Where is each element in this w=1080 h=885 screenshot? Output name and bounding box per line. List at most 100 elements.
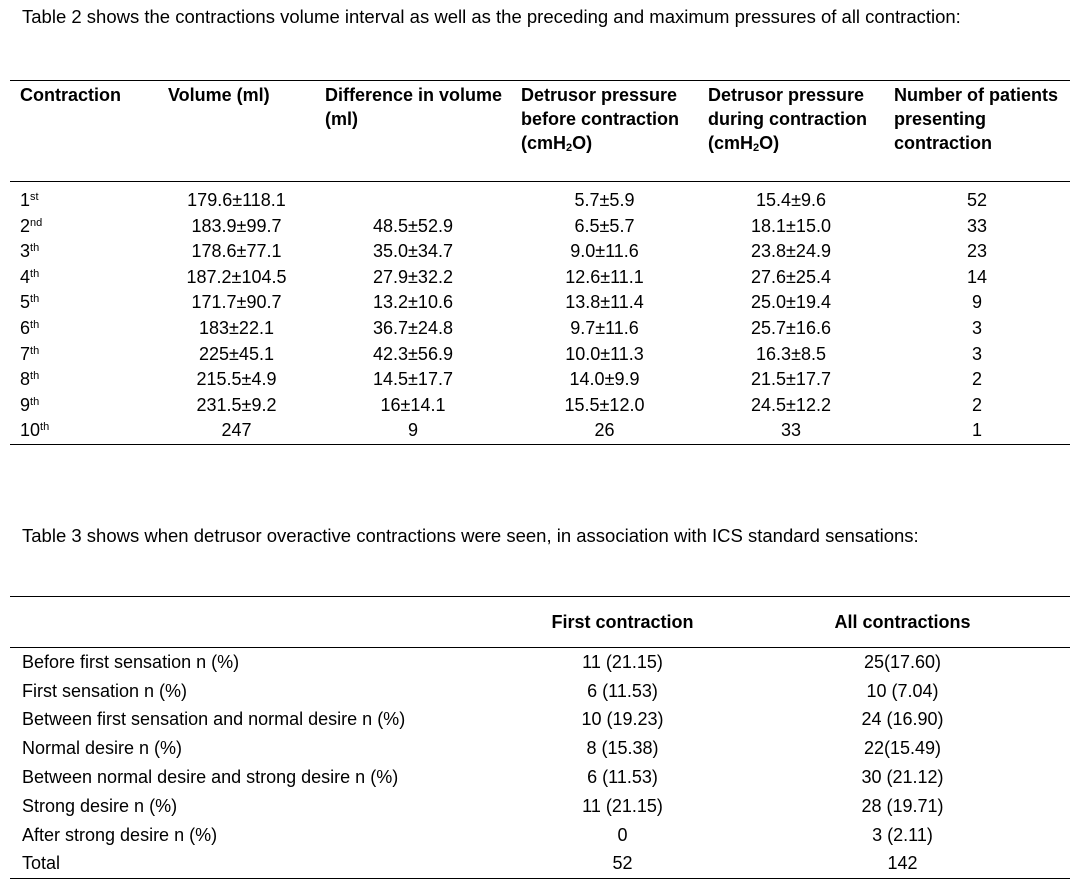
- first-contraction-cell: 11 (21.15): [582, 795, 663, 816]
- contraction-ordinal: 10th: [10, 418, 158, 444]
- patients-cell: 52: [966, 190, 988, 210]
- patients-cell: 33: [966, 215, 988, 236]
- sensation-label: Normal desire n (%): [22, 738, 183, 759]
- contraction-ordinal: 2nd: [10, 214, 158, 240]
- table2-intro: Table 2 shows the contractions volume in…: [22, 6, 961, 27]
- ordinal-suffix: th: [30, 267, 40, 280]
- ordinal-number: 5: [20, 292, 31, 313]
- ordinal-number: 9: [20, 394, 31, 415]
- table3-row: After strong desire n (%) 0 3 (2.11): [10, 821, 1070, 850]
- difference-cell: 9: [407, 420, 418, 441]
- subscript-two: 2: [566, 142, 573, 154]
- pressure-during-cell: 33: [780, 420, 802, 441]
- ordinal-suffix: th: [30, 370, 40, 383]
- table3-row: Normal desire n (%) 8 (15.38) 22(15.49): [10, 734, 1070, 763]
- table3-header-row: First contraction All contractions: [10, 597, 1070, 648]
- ordinal-suffix: th: [30, 344, 40, 357]
- ordinal-number: 6: [20, 317, 31, 338]
- table3-row: First sensation n (%) 6 (11.53) 10 (7.04): [10, 677, 1070, 706]
- pressure-during-cell: 24.5±12.2: [751, 394, 831, 415]
- volume-cell: 215.5±4.9: [196, 369, 277, 390]
- difference-cell: 27.9±32.2: [373, 266, 453, 287]
- contraction-ordinal: 9th: [10, 393, 158, 419]
- difference-cell: 14.5±17.7: [373, 369, 453, 390]
- difference-cell: 16±14.1: [380, 394, 446, 415]
- header-pressure-before: Detrusor pressure before contraction (cm…: [521, 85, 680, 154]
- pressure-during-cell: 23.8±24.9: [751, 241, 831, 262]
- pressure-before-cell: 9.7±11.6: [570, 317, 639, 338]
- pressure-before-cell: 5.7±5.9: [574, 190, 635, 210]
- contraction-ordinal: 1st: [10, 182, 158, 214]
- sensation-label: Between first sensation and normal desir…: [22, 709, 406, 730]
- first-contraction-cell: 0: [617, 824, 628, 845]
- first-contraction-cell: 52: [612, 853, 633, 874]
- ordinal-number: 7: [20, 343, 31, 364]
- difference-cell: 13.2±10.6: [373, 292, 453, 313]
- ordinal-number: 2: [20, 215, 31, 236]
- table2-header-row: Contraction Volume (ml) Difference in vo…: [10, 81, 1070, 182]
- volume-cell: 225±45.1: [199, 343, 274, 364]
- all-contractions-cell: 142: [887, 853, 918, 874]
- ordinal-number: 4: [20, 266, 31, 287]
- difference-cell: 36.7±24.8: [373, 317, 453, 338]
- patients-cell: 2: [971, 394, 982, 415]
- pressure-during-cell: 27.6±25.4: [751, 266, 831, 287]
- pressure-during-cell: 18.1±15.0: [751, 215, 831, 236]
- header-volume: Volume (ml): [168, 85, 270, 105]
- volume-cell: 171.7±90.7: [191, 292, 282, 313]
- header-pressure-during: Detrusor pressure during contraction (cm…: [708, 85, 867, 154]
- volume-cell: 187.2±104.5: [186, 266, 287, 287]
- volume-cell: 178.6±77.1: [191, 241, 282, 262]
- header-patients: Number of patients presenting contractio…: [894, 85, 1059, 153]
- volume-cell: 183±22.1: [199, 317, 274, 338]
- pressure-before-cell: 14.0±9.9: [569, 369, 640, 390]
- pressure-before-cell: 10.0±11.3: [565, 343, 644, 364]
- volume-cell: 179.6±118.1: [187, 190, 286, 210]
- difference-cell: 35.0±34.7: [373, 241, 453, 262]
- pressure-before-cell: 9.0±11.6: [570, 241, 639, 262]
- table3-row: Strong desire n (%) 11 (21.15) 28 (19.71): [10, 792, 1070, 821]
- difference-cell: [315, 182, 511, 214]
- pressure-during-cell: 15.4±9.6: [756, 190, 826, 210]
- ordinal-number: 3: [20, 241, 31, 262]
- contraction-ordinal: 7th: [10, 342, 158, 368]
- sensations-table: First contraction All contractions Befor…: [10, 596, 1070, 880]
- sensation-label: First sensation n (%): [22, 680, 188, 701]
- contraction-ordinal: 8th: [10, 367, 158, 393]
- patients-cell: 14: [966, 266, 988, 287]
- volume-cell: 247: [221, 420, 252, 441]
- table2-row: 8th 215.5±4.9 14.5±17.7 14.0±9.9 21.5±17.7 2: [10, 367, 1070, 393]
- table3-row: Before first sensation n (%) 11 (21.15) 25…: [10, 648, 1070, 677]
- all-contractions-cell: 3 (2.11): [872, 824, 933, 845]
- volume-cell: 231.5±9.2: [196, 394, 277, 415]
- table2-row: 4th 187.2±104.5 27.9±32.2 12.6±11.1 27.6±25.…: [10, 265, 1070, 291]
- patients-cell: 3: [971, 317, 982, 338]
- subscript-two: 2: [753, 142, 760, 154]
- table3-row: Between normal desire and strong desire …: [10, 763, 1070, 792]
- contraction-ordinal: 6th: [10, 316, 158, 342]
- first-contraction-cell: 6 (11.53): [587, 680, 658, 701]
- header-contraction: Contraction: [20, 85, 121, 105]
- ordinal-suffix: st: [30, 191, 39, 203]
- ordinal-suffix: th: [30, 318, 40, 331]
- all-contractions-cell: 25(17.60): [863, 651, 942, 672]
- first-contraction-cell: 6 (11.53): [587, 767, 658, 788]
- patients-cell: 3: [971, 343, 982, 364]
- pressure-during-cell: 16.3±8.5: [756, 343, 826, 364]
- header-first-contraction: First contraction: [551, 611, 694, 632]
- sensation-label: Between normal desire and strong desire …: [22, 767, 399, 788]
- ordinal-suffix: th: [30, 293, 40, 306]
- contraction-ordinal: 5th: [10, 290, 158, 316]
- contraction-ordinal: 4th: [10, 265, 158, 291]
- table2-row: 6th 183±22.1 36.7±24.8 9.7±11.6 25.7±16.6 3: [10, 316, 1070, 342]
- table2-row: 1st 179.6±118.1 5.7±5.9 15.4±9.6 52: [10, 182, 1070, 214]
- pressure-during-cell: 25.0±19.4: [751, 292, 831, 313]
- sensation-label: Total: [22, 853, 61, 874]
- all-contractions-cell: 28 (19.71): [861, 795, 944, 816]
- table3-row: Between first sensation and normal desir…: [10, 706, 1070, 735]
- patients-cell: 23: [966, 241, 988, 262]
- ordinal-number: 10: [20, 420, 41, 441]
- pressure-before-cell: 15.5±12.0: [564, 394, 645, 415]
- contractions-table: Contraction Volume (ml) Difference in vo…: [10, 80, 1070, 445]
- all-contractions-cell: 22(15.49): [863, 738, 942, 759]
